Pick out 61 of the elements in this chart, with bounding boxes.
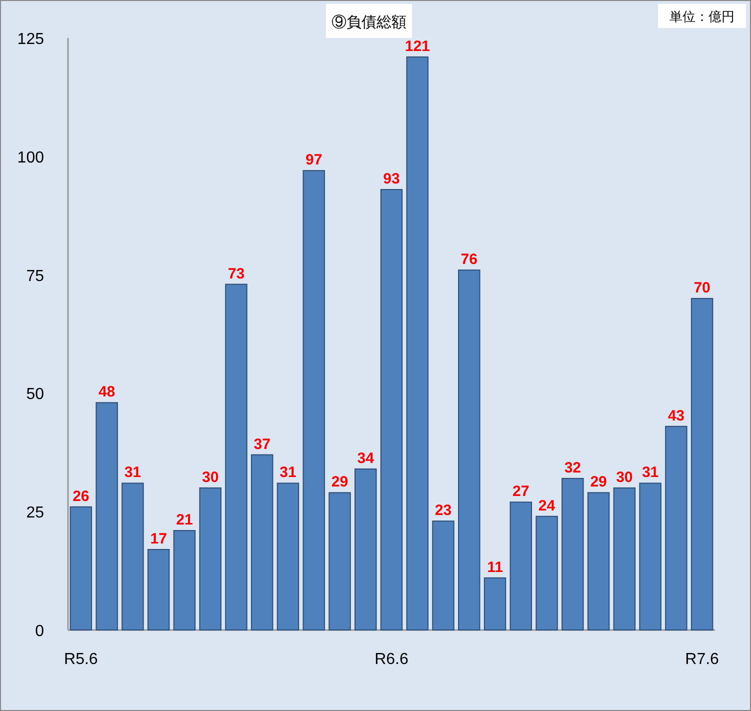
data-label: 37 [254,436,270,453]
data-label: 30 [202,468,219,486]
data-label: 31 [642,464,659,482]
bar [276,482,300,630]
y-tick-label: 25 [26,504,44,522]
data-label: 29 [590,474,607,491]
data-label: 11 [487,558,503,576]
bar [380,189,403,630]
data-label: 93 [383,170,400,188]
bar [639,482,662,630]
bar [70,506,92,630]
data-label: 24 [538,497,556,514]
data-label: 31 [124,464,142,482]
data-label: 27 [512,483,530,500]
bar [458,270,480,630]
data-label: 31 [280,464,296,482]
data-label: 97 [306,152,322,169]
data-label: 76 [460,251,478,268]
bar [432,520,454,630]
data-label: 30 [616,468,633,486]
data-label: 29 [331,474,348,491]
bar [406,56,428,630]
data-label: 121 [404,38,430,55]
y-tick-label: 75 [26,268,44,285]
text: 単位：億円 [670,9,734,24]
bar [562,478,584,630]
data-label: 73 [228,265,245,282]
bar [484,577,506,630]
data-label: 23 [434,502,452,520]
y-tick-label: 0 [35,623,44,640]
x-tick-label: R7.6 [685,651,720,668]
bar [122,482,144,630]
data-label: 70 [694,279,710,296]
bar [613,487,636,630]
data-label: 17 [150,530,167,548]
bar [225,284,248,630]
data-label: 21 [176,512,193,529]
bar [690,298,714,630]
x-tick-label: R5.6 [64,651,98,668]
data-label: 32 [564,459,582,476]
bar [147,548,170,630]
bar [250,454,274,630]
bar [536,516,558,630]
bar [302,170,325,630]
data-label: 48 [98,384,116,401]
data-label: 26 [72,488,90,505]
data-label: 34 [357,450,375,467]
chart-title: ⑨負債総額 [332,14,406,31]
bar [354,468,377,630]
y-tick-label: 125 [17,31,44,48]
y-tick-label: 100 [17,149,44,166]
bar [173,530,196,630]
bar [328,492,351,630]
data-label: 43 [668,407,685,424]
x-tick-label: R6.6 [374,651,408,668]
bar [510,502,532,630]
bar [96,402,118,630]
bar [199,487,222,630]
y-tick-label: 50 [26,386,44,404]
bar [665,426,688,630]
bar [587,492,610,630]
